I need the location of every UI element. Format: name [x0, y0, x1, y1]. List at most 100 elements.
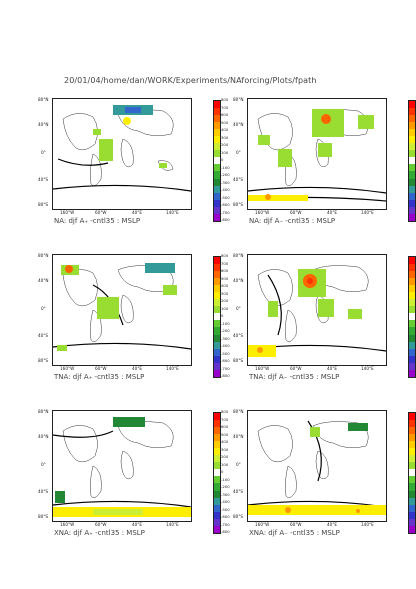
lon-label: 140°E	[166, 210, 179, 215]
lat-label: 40°S	[38, 177, 49, 182]
panel-caption: XNA: djf A₋ -cntl35 : MSLP	[249, 529, 340, 537]
colorbar-segment	[214, 143, 220, 151]
panel-xna-aminus: 80°N 40°N 0° 40°S 80°S 160°W 60°W 40°E 1…	[233, 400, 416, 540]
colorbar-tick-label: 600	[221, 112, 229, 117]
colorbar-segment	[214, 348, 220, 356]
colorbar-tick-label: 200	[221, 142, 229, 147]
colorbar-segment	[214, 257, 220, 265]
colorbar-tick-label: -200	[221, 172, 230, 177]
lon-label: 40°E	[132, 522, 143, 527]
lon-label: 60°W	[290, 366, 302, 371]
colorbar-tick-label: 800	[221, 97, 229, 102]
colorbar-tick-label: -400	[221, 343, 230, 348]
colorbar-tick-label: 100	[221, 149, 229, 155]
colorbar-tick-label: 100	[221, 305, 229, 311]
colorbar-tick-label: 200	[221, 298, 229, 303]
colorbar-tick-label: 500	[221, 431, 229, 437]
colorbar-tick-label: 0	[221, 313, 224, 318]
colorbar-segment	[214, 320, 220, 328]
colorbar-segment	[409, 355, 415, 363]
lat-label: 80°S	[38, 358, 49, 363]
lon-label: 140°E	[361, 366, 374, 371]
lat-label: 40°S	[38, 333, 49, 338]
colorbar-tick-label: -600	[221, 202, 230, 207]
colorbar-segment	[214, 129, 220, 137]
lat-label: 80°S	[38, 202, 49, 207]
colorbar-segment	[409, 420, 415, 428]
lat-label: 80°N	[233, 409, 244, 414]
lat-label: 40°N	[233, 434, 244, 439]
colorbar-tick-label: 300	[221, 446, 229, 452]
colorbar-tick-label: -300	[221, 491, 230, 497]
colorbar-tick-label: -400	[221, 499, 230, 504]
colorbar-segment	[409, 115, 415, 123]
colorbar-segment	[409, 292, 415, 300]
panel-na-aminus: 80°N 40°N 0° 40°S 80°S 160°W 60°W 40°E 1…	[233, 88, 416, 228]
colorbar-segment	[409, 455, 415, 463]
lat-label: 80°N	[233, 97, 244, 102]
lat-label: 0°	[236, 306, 241, 311]
lat-label: 80°N	[38, 253, 49, 258]
lat-label: 40°N	[38, 278, 49, 283]
colorbar-segment	[214, 171, 220, 179]
colorbar-tick-label: 400	[221, 283, 229, 288]
panel-caption: XNA: djf A₊ -cntl35 : MSLP	[54, 529, 145, 537]
world-map	[52, 410, 192, 522]
colorbar-segment	[214, 115, 220, 123]
colorbar-tick-label: -100	[221, 476, 230, 482]
colorbar-segment	[214, 511, 220, 519]
colorbar-segment	[409, 122, 415, 130]
colorbar	[213, 100, 221, 222]
colorbar-tick-label: -400	[221, 187, 230, 192]
lon-label: 40°E	[327, 522, 338, 527]
lat-label: 0°	[236, 150, 241, 155]
colorbar-segment	[409, 213, 415, 221]
colorbar-segment	[214, 285, 220, 293]
colorbar-segment	[409, 525, 415, 533]
colorbar-segment	[409, 313, 415, 321]
colorbar-segment	[409, 469, 415, 477]
colorbar-tick-label: -600	[221, 514, 230, 519]
colorbar	[408, 100, 416, 222]
colorbar-tick-label: -600	[221, 358, 230, 363]
colorbar-segment	[214, 455, 220, 463]
colorbar-segment	[214, 504, 220, 512]
lat-label: 0°	[41, 306, 46, 311]
panel-caption: NA: djf A₋ -cntl35 : MSLP	[249, 217, 336, 225]
colorbar-segment	[214, 150, 220, 158]
colorbar-segment	[214, 136, 220, 144]
lon-label: 60°W	[95, 366, 107, 371]
colorbar-tick-label: 500	[221, 119, 229, 125]
colorbar-segment	[214, 420, 220, 428]
colorbar-segment	[409, 199, 415, 207]
colorbar-tick-label: -200	[221, 484, 230, 489]
colorbar-segment	[409, 490, 415, 498]
colorbar-segment	[214, 448, 220, 456]
colorbar-segment	[214, 441, 220, 449]
colorbar-segment	[409, 476, 415, 484]
colorbar-segment	[409, 448, 415, 456]
colorbar-tick-label: 400	[221, 439, 229, 444]
colorbar-segment	[214, 476, 220, 484]
colorbar-tick-label: 700	[221, 260, 229, 266]
colorbar-segment	[409, 334, 415, 342]
lat-label: 80°N	[233, 253, 244, 258]
panel-caption: TNA: djf A₊ -cntl35 : MSLP	[54, 373, 145, 381]
colorbar-segment	[409, 306, 415, 314]
lat-label: 40°N	[38, 434, 49, 439]
colorbar-tick-label: 300	[221, 134, 229, 140]
colorbar-tick-label: -500	[221, 350, 230, 356]
colorbar-tick-label: 600	[221, 424, 229, 429]
colorbar-segment	[214, 306, 220, 314]
colorbar-segment	[214, 469, 220, 477]
lon-label: 40°E	[132, 366, 143, 371]
lat-label: 40°S	[38, 489, 49, 494]
colorbar-tick-label: 500	[221, 275, 229, 281]
lat-label: 80°S	[233, 202, 244, 207]
colorbar-segment	[214, 525, 220, 533]
colorbar-tick-label: 600	[221, 268, 229, 273]
lat-label: 80°N	[38, 409, 49, 414]
colorbar-tick-label: 400	[221, 127, 229, 132]
colorbar-tick-label: -500	[221, 506, 230, 512]
colorbar-segment	[409, 185, 415, 193]
